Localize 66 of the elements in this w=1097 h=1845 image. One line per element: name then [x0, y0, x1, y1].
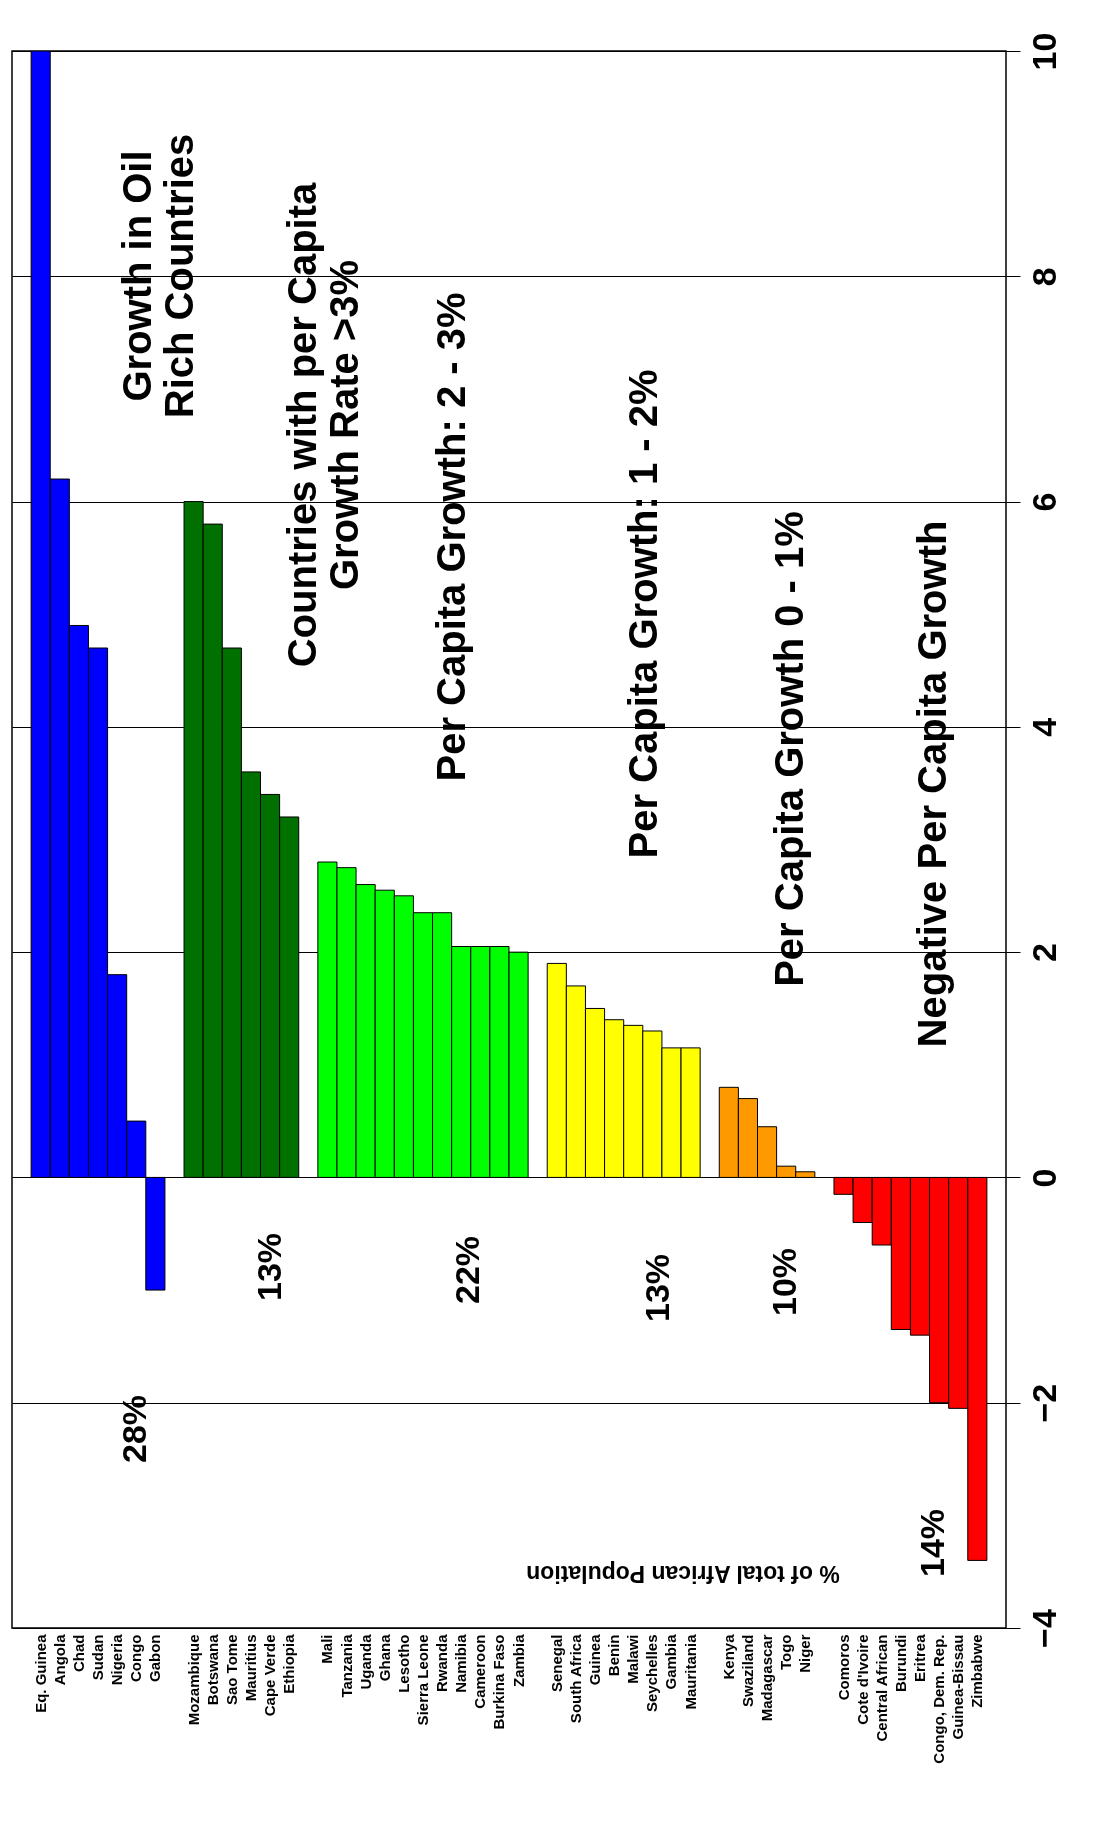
x-tick-label: Cameroon	[471, 1634, 489, 1709]
x-tick-label: Uganda	[356, 1633, 374, 1690]
x-tick-label: Rwanda	[433, 1633, 451, 1693]
x-tick-label: South Africa	[566, 1633, 584, 1724]
x-tick-label: Kenya	[719, 1633, 737, 1680]
annotation: Per Capita Growth: 1 - 2%	[621, 369, 665, 859]
x-tick-label: Mali	[318, 1634, 336, 1664]
y-tick-label: 0	[1024, 1168, 1063, 1188]
x-tick-label: Nigeria	[108, 1633, 126, 1686]
x-tick-label: Chad	[69, 1634, 87, 1672]
annotation: Per Capita Growth: 2 - 3%	[429, 292, 473, 782]
x-tick-label: Comoros	[834, 1634, 852, 1701]
y-tick-label: 4	[1024, 717, 1063, 737]
annotation: Countries with per Capita Growth Rate >3%	[280, 182, 366, 668]
y-tick-label: −4	[1024, 1609, 1063, 1648]
x-tick-label: Congo, Dem. Rep.	[930, 1634, 948, 1764]
x-tick-label: Burundi	[891, 1634, 909, 1692]
x-tick-label: Sierra Leone	[413, 1634, 431, 1726]
x-tick-label: Eq. Guinea	[31, 1633, 49, 1713]
y-tick-label: 6	[1024, 492, 1063, 512]
annotation: 14%	[913, 1508, 951, 1578]
x-tick-label: Guinea-Bissau	[949, 1634, 967, 1740]
x-tick-label: Botswana	[203, 1633, 221, 1706]
x-tick-label: Eritrea	[910, 1633, 928, 1683]
x-tick-label: Benin	[605, 1634, 623, 1677]
annotation: 28%	[115, 1394, 153, 1464]
x-tick-label: Senegal	[547, 1634, 565, 1693]
x-tick-label: Angola	[50, 1633, 68, 1686]
x-tick-label: Sudan	[89, 1634, 107, 1681]
annotation: 10%	[765, 1247, 803, 1317]
y-tick-label: 8	[1024, 267, 1063, 287]
x-tick-label: Mozambique	[184, 1634, 202, 1726]
x-tick-label: Seychelles	[643, 1634, 661, 1713]
x-tick-label: Gambia	[662, 1633, 680, 1690]
annotation: Negative Per Capita Growth	[910, 520, 954, 1048]
x-tick-label: Sao Tome	[222, 1634, 240, 1706]
x-tick-label: Mauritania	[681, 1633, 699, 1710]
x-tick-label: Namibia	[452, 1633, 470, 1693]
annotation: Growth in Oil Rich Countries	[115, 133, 201, 419]
x-tick-label: Swaziland	[738, 1634, 756, 1708]
x-tick-label: Ghana	[375, 1633, 393, 1682]
x-tick-label: Togo	[777, 1634, 795, 1671]
x-tick-label: Cote d'Ivoire	[853, 1634, 871, 1725]
x-tick-label: Madagascar	[758, 1634, 776, 1722]
x-tick-label: Tanzania	[337, 1633, 355, 1698]
annotation: Per Capita Growth 0 - 1%	[767, 511, 811, 987]
x-tick-label: Zambia	[509, 1633, 527, 1688]
x-tick-label: Gabon	[146, 1634, 164, 1682]
x-tick-label: Lesotho	[394, 1634, 412, 1693]
x-tick-label: Zimbabwe	[968, 1634, 986, 1708]
x-tick-label: Ethiopia	[280, 1633, 298, 1694]
x-tick-label: Congo	[127, 1634, 145, 1682]
annotation: % of total African Population	[526, 1561, 840, 1587]
y-tick-label: −2	[1024, 1383, 1063, 1423]
x-tick-label: Mauritius	[241, 1634, 259, 1702]
annotation: 22%	[448, 1235, 486, 1305]
y-tick-label: 2	[1024, 943, 1063, 963]
x-tick-label: Central African	[872, 1634, 890, 1742]
x-tick-label: Guinea	[586, 1633, 604, 1686]
x-tick-label: Burkina Faso	[490, 1634, 508, 1730]
x-tick-label: Malawi	[624, 1634, 642, 1684]
annotation: 13%	[250, 1232, 288, 1302]
x-tick-label: Niger	[796, 1634, 814, 1673]
annotation: 13%	[638, 1253, 676, 1323]
y-tick-label: 10	[1024, 32, 1063, 71]
x-tick-label: Cape Verde	[261, 1634, 279, 1717]
